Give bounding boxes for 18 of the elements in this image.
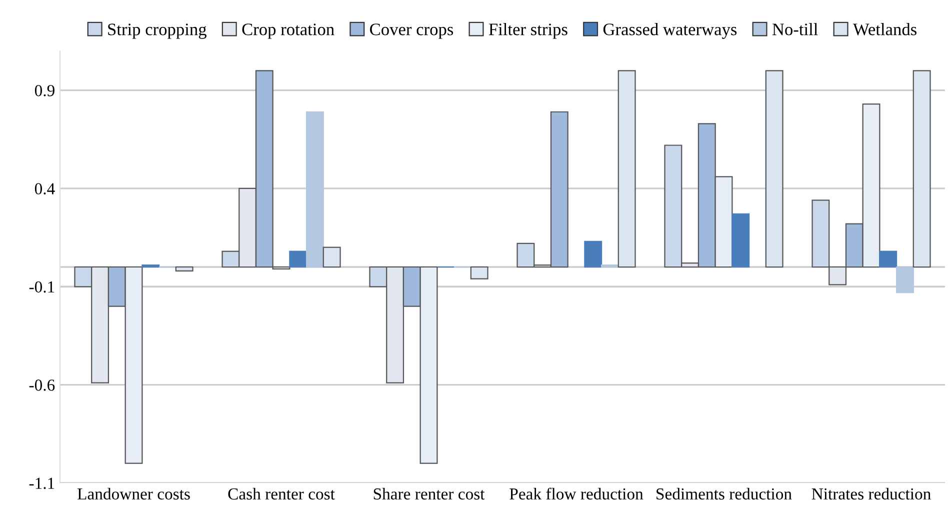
x-tick-label: Cash renter cost: [228, 488, 335, 500]
legend-label: Strip cropping: [108, 24, 206, 39]
y-tick-label: -0.1: [29, 281, 54, 293]
legend-label: Cover crops: [370, 24, 454, 39]
y-tick-label: 0.4: [34, 183, 55, 194]
legend-label: No-till: [772, 23, 818, 36]
legend-label: Crop rotation: [242, 24, 334, 39]
legend-label: Grassed waterways: [603, 23, 737, 39]
x-tick-label: Peak flow reduction: [510, 488, 644, 500]
x-tick-label: Share renter cost: [374, 488, 485, 500]
y-tick-label: -1.1: [29, 478, 54, 490]
y-tick-label: -0.6: [29, 380, 55, 391]
y-tick-label: 0.9: [34, 84, 54, 96]
x-tick-label: Landowner costs: [78, 488, 190, 500]
x-tick-label: Nitrates reduction: [812, 488, 931, 500]
legend-label: Filter strips: [488, 23, 568, 39]
legend-label: Wetlands: [852, 23, 916, 36]
x-tick-label: Sediments reduction: [656, 488, 792, 500]
